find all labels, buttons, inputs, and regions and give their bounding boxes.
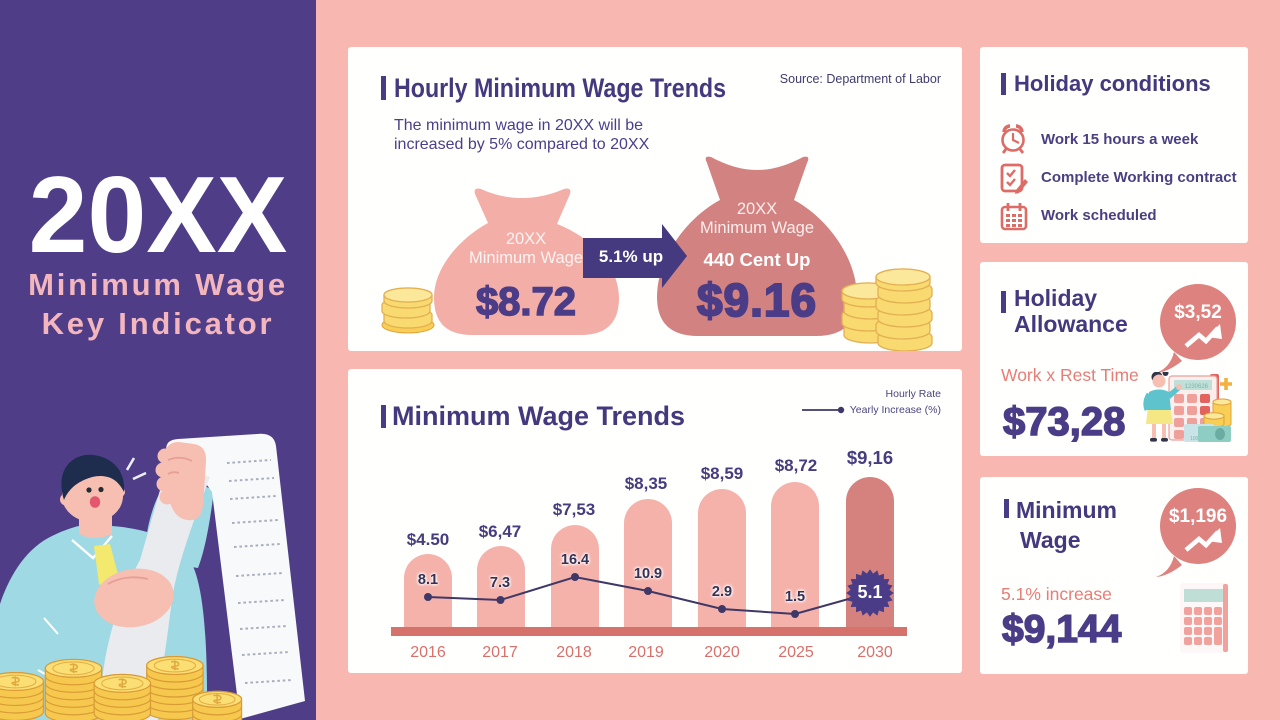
svg-text:1230626: 1230626: [1185, 384, 1209, 390]
svg-text:10000: 10000: [1190, 436, 1204, 442]
